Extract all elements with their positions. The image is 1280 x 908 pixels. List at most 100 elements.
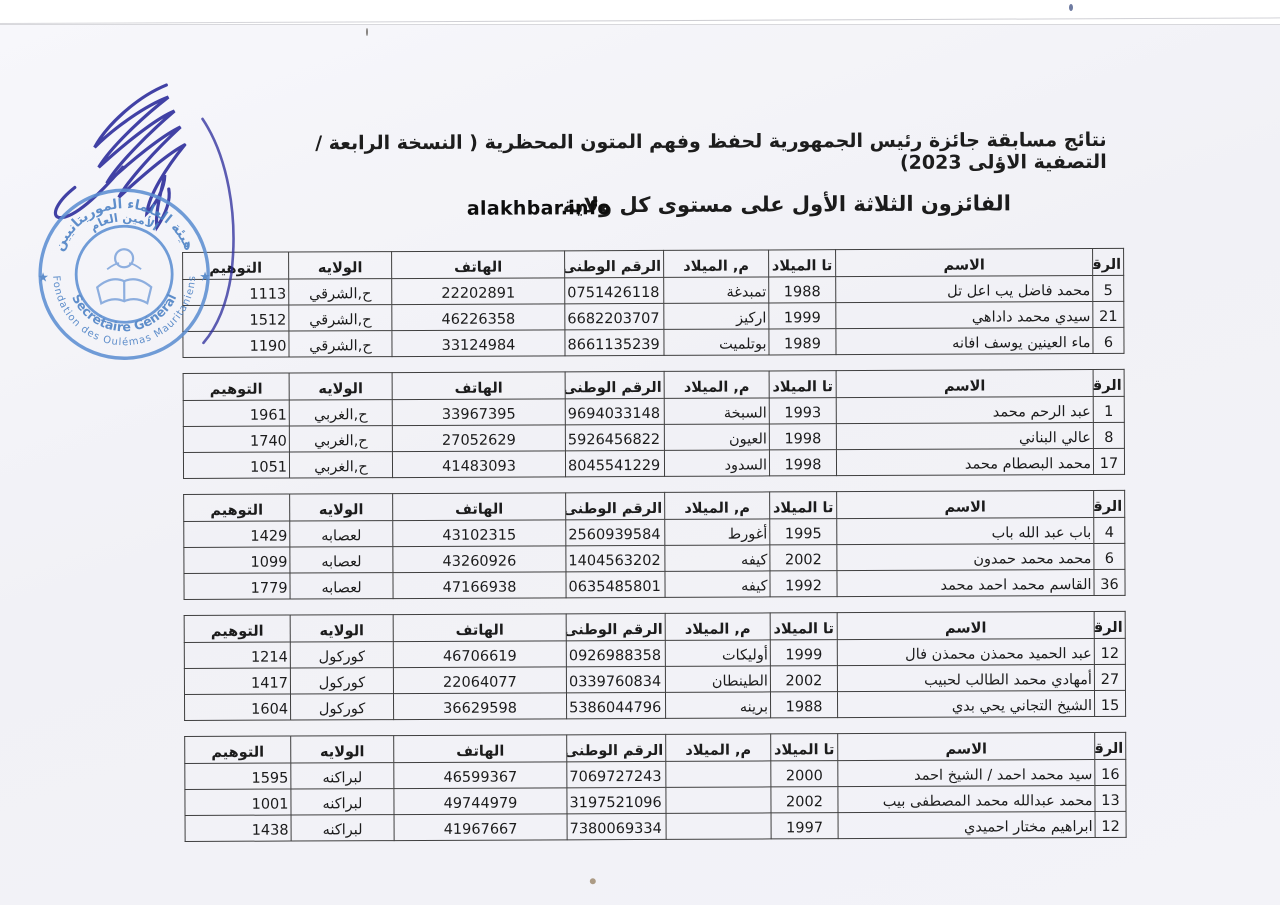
paper-background: نتائج مسابقة جائزة رئيس الجمهورية لحفظ و… bbox=[0, 24, 1280, 905]
table-row: 12 عبد الحميد محمذن محمذن فال 1999 أوليكات 0… bbox=[184, 638, 1126, 669]
results-table: الرقم الاسم تا الميلاد م, الميلاد الرقم الوط… bbox=[184, 732, 1127, 842]
cell-num: 13 bbox=[1094, 785, 1127, 812]
col-header-score: التوهيم bbox=[184, 615, 291, 643]
cell-birth_place: اركيز bbox=[663, 302, 769, 330]
cell-name: عالي البناني bbox=[836, 422, 1094, 450]
cell-birth_place: تمبدغة bbox=[663, 276, 769, 304]
col-header-wilaya: الولايه bbox=[289, 372, 393, 401]
cell-national_id: 7380069334 bbox=[567, 813, 667, 840]
cell-name: عبد الرحم محمد bbox=[836, 396, 1094, 424]
table-row: 6 ماء العينين يوسف افانه 1989 بوتلميت 866113… bbox=[182, 327, 1125, 358]
scan-speck bbox=[589, 878, 596, 885]
cell-birth_place: الطينطان bbox=[665, 665, 771, 693]
table-row: 8 عالي البناني 1998 العيون 5926456822 2705262… bbox=[183, 422, 1125, 453]
col-header-national_id: الرقم الوطنى bbox=[564, 250, 664, 278]
col-header-national_id: الرقم الوطنى bbox=[566, 613, 666, 641]
cell-num: 16 bbox=[1094, 759, 1126, 786]
col-header-name: الاسم bbox=[835, 248, 1093, 277]
table-row: 4 باب عبد الله باب 1995 أغورط 2560939584 4310… bbox=[183, 517, 1125, 548]
document-title: نتائج مسابقة جائزة رئيس الجمهورية لحفظ و… bbox=[315, 128, 1107, 174]
cell-wilaya: كوركول bbox=[290, 641, 394, 669]
col-header-birth_place: م, الميلاد bbox=[665, 612, 771, 641]
cell-wilaya: ح,الغربي bbox=[289, 399, 393, 427]
cell-birth_year: 2002 bbox=[770, 786, 839, 813]
cell-name: ابراهيم مختار احميدي bbox=[838, 811, 1096, 839]
table-row: 6 محمد محمد حمدون 2002 كيفه 1404563202 432609… bbox=[183, 543, 1125, 574]
cell-name: أمهادي محمد الطالب لحبيب bbox=[837, 664, 1095, 692]
cell-name: محمد عبدالله محمد المصطفى بيب bbox=[837, 785, 1096, 813]
col-header-score: التوهيم bbox=[184, 736, 291, 764]
cell-birth_place bbox=[665, 786, 772, 814]
cell-national_id: 9694033148 bbox=[565, 398, 665, 425]
cell-wilaya: لبراكنه bbox=[290, 762, 394, 790]
col-header-num: الرقم bbox=[1093, 369, 1125, 397]
cell-birth_year: 1997 bbox=[771, 812, 839, 839]
cell-national_id: 0751426118 bbox=[564, 277, 664, 304]
cell-phone: 22064077 bbox=[393, 666, 567, 694]
cell-birth_place bbox=[666, 812, 772, 840]
table-row: 17 محمد البصطام محمد 1998 السدود 8045541229 4… bbox=[183, 448, 1125, 479]
cell-score: 1429 bbox=[183, 521, 290, 548]
cell-birth_place: العيون bbox=[664, 423, 770, 451]
cell-score: 1604 bbox=[184, 694, 291, 721]
cell-phone: 43260926 bbox=[392, 545, 566, 573]
stamp-arabic-top: هيئة العلماء الموريتانيين bbox=[51, 196, 197, 254]
cell-name: سيدي محمد داداهي bbox=[835, 301, 1093, 329]
table-header-row: الرقم الاسم تا الميلاد م, الميلاد الرقم الوط… bbox=[182, 248, 1124, 280]
cell-birth_year: 1998 bbox=[769, 423, 837, 450]
cell-score: 1214 bbox=[184, 642, 291, 669]
document-subtitle: الفائزون الثلاثة الأول على مستوى كل ولاي… bbox=[562, 191, 1011, 218]
table-header-row: الرقم الاسم تا الميلاد م, الميلاد الرقم الوط… bbox=[183, 369, 1125, 401]
table-row: 27 أمهادي محمد الطالب لحبيب 2002 الطينطان 03… bbox=[184, 664, 1126, 695]
col-header-phone: الهاتف bbox=[393, 613, 567, 642]
cell-wilaya: ح,الغربي bbox=[289, 425, 393, 453]
table-row: 13 محمد عبدالله محمد المصطفى بيب 2002 31975… bbox=[184, 785, 1127, 816]
cell-birth_place: السبخة bbox=[664, 397, 770, 425]
cell-birth_place: أوليكات bbox=[665, 639, 771, 667]
cell-birth_year: 1999 bbox=[768, 302, 836, 329]
cell-num: 15 bbox=[1094, 690, 1126, 717]
stamp-french-outer: Fondation des Oulémas Mauritaniens bbox=[50, 275, 198, 349]
scan-speck bbox=[1069, 4, 1073, 11]
cell-name: سيد محمد احمد / الشيخ احمد bbox=[837, 759, 1095, 787]
col-header-score: التوهيم bbox=[183, 373, 290, 401]
cell-score: 1779 bbox=[183, 573, 291, 600]
col-header-national_id: الرقم الوطنى bbox=[565, 492, 665, 520]
col-header-score: التوهيم bbox=[182, 252, 289, 280]
cell-num: 21 bbox=[1092, 301, 1124, 328]
table-row: 16 سيد محمد احمد / الشيخ احمد 2000 70697272… bbox=[184, 759, 1126, 790]
cell-birth_place: كيفه bbox=[664, 570, 771, 598]
cell-birth_year: 2002 bbox=[769, 544, 837, 571]
col-header-birth_year: تا الميلاد bbox=[770, 733, 838, 761]
cell-score: 1595 bbox=[184, 763, 291, 790]
cell-name: محمد فاضل يب اعل تل bbox=[835, 275, 1093, 303]
cell-birth_year: 1988 bbox=[768, 276, 836, 303]
cell-score: 1113 bbox=[182, 279, 289, 306]
cell-national_id: 6682203707 bbox=[564, 303, 664, 330]
cell-birth_year: 1988 bbox=[770, 691, 838, 718]
results-table: الرقم الاسم تا الميلاد م, الميلاد الرقم الوط… bbox=[182, 248, 1125, 358]
stamp-emblem-book-icon bbox=[95, 248, 153, 306]
stamp-french-inner: Secrétaire Général bbox=[69, 291, 179, 335]
cell-wilaya: لعصابه bbox=[289, 572, 394, 600]
cell-national_id: 8661135239 bbox=[564, 329, 665, 356]
cell-num: 27 bbox=[1094, 664, 1126, 691]
cell-birth_place: كيفه bbox=[664, 544, 770, 572]
col-header-num: الرقم bbox=[1093, 490, 1125, 518]
cell-phone: 46226358 bbox=[391, 303, 565, 331]
results-table: الرقم الاسم تا الميلاد م, الميلاد الرقم الوط… bbox=[183, 369, 1125, 479]
cell-score: 1512 bbox=[182, 305, 289, 332]
table-row: 15 الشيخ التجاني يحي بدي 1988 برينه 53860447… bbox=[184, 690, 1126, 721]
scan-speck bbox=[366, 28, 368, 36]
cell-score: 1740 bbox=[183, 426, 290, 453]
col-header-num: الرقم bbox=[1092, 248, 1124, 276]
cell-birth_place: برينه bbox=[665, 691, 771, 719]
col-header-name: الاسم bbox=[837, 611, 1095, 640]
cell-national_id: 2560939584 bbox=[565, 519, 665, 546]
cell-num: 12 bbox=[1095, 811, 1127, 838]
cell-phone: 46706619 bbox=[393, 640, 567, 668]
col-header-phone: الهاتف bbox=[391, 250, 565, 279]
cell-birth_year: 1999 bbox=[770, 639, 838, 666]
cell-name: الشيخ التجاني يحي بدي bbox=[837, 690, 1095, 718]
cell-national_id: 0926988358 bbox=[566, 640, 666, 667]
